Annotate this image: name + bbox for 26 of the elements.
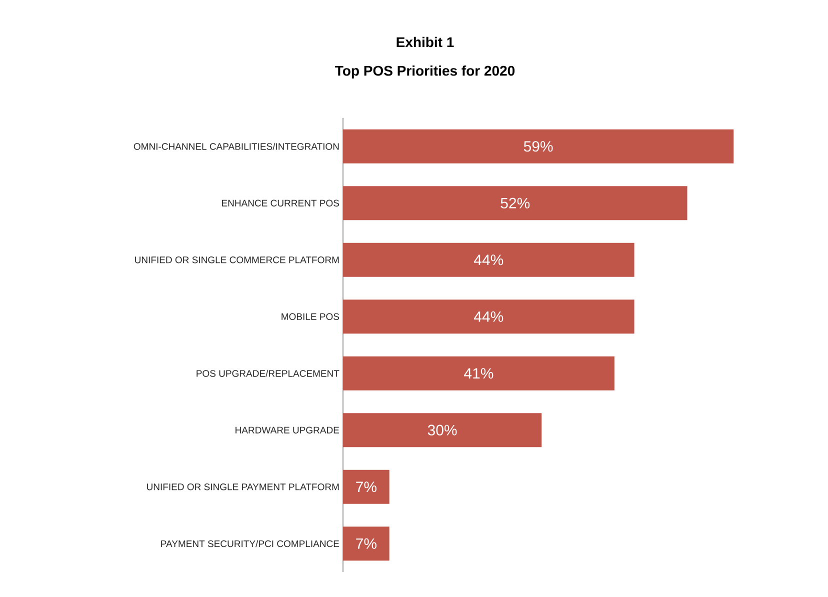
y-tick-label: ENHANCE CURRENT POS xyxy=(222,200,340,206)
y-tick-label: UNIFIED OR SINGLE COMMERCE PLATFORM xyxy=(135,256,339,264)
bar xyxy=(343,242,634,277)
data-label: 41% xyxy=(464,368,494,379)
data-label: 44% xyxy=(474,254,504,266)
data-label: 59% xyxy=(524,141,553,152)
bar xyxy=(343,413,542,448)
data-label: 7% xyxy=(356,538,376,549)
y-tick-label: UNIFIED OR SINGLE PAYMENT PLATFORM xyxy=(147,484,339,490)
data-label: 44% xyxy=(474,311,504,322)
y-tick-label: POS UPGRADE/REPLACEMENT xyxy=(196,370,340,377)
y-tick-label: OMNI-CHANNEL CAPABILITIES/INTEGRATION xyxy=(134,142,339,150)
bar xyxy=(343,526,390,561)
bar xyxy=(343,356,614,390)
data-label: 30% xyxy=(428,424,457,436)
y-tick-label: PAYMENT SECURITY/PCI COMPLIANCE xyxy=(161,540,340,548)
chart-title: Exhibit 1 xyxy=(396,36,454,48)
y-tick-label: MOBILE POS xyxy=(282,313,340,320)
bar xyxy=(343,186,688,220)
bar xyxy=(343,129,734,164)
data-label: 7% xyxy=(356,482,376,492)
y-tick-label: HARDWARE UPGRADE xyxy=(236,426,340,434)
bar xyxy=(343,470,390,504)
bar xyxy=(343,300,634,334)
data-label: 52% xyxy=(500,198,530,208)
chart-subtitle: Top POS Priorities for 2020 xyxy=(335,65,515,79)
